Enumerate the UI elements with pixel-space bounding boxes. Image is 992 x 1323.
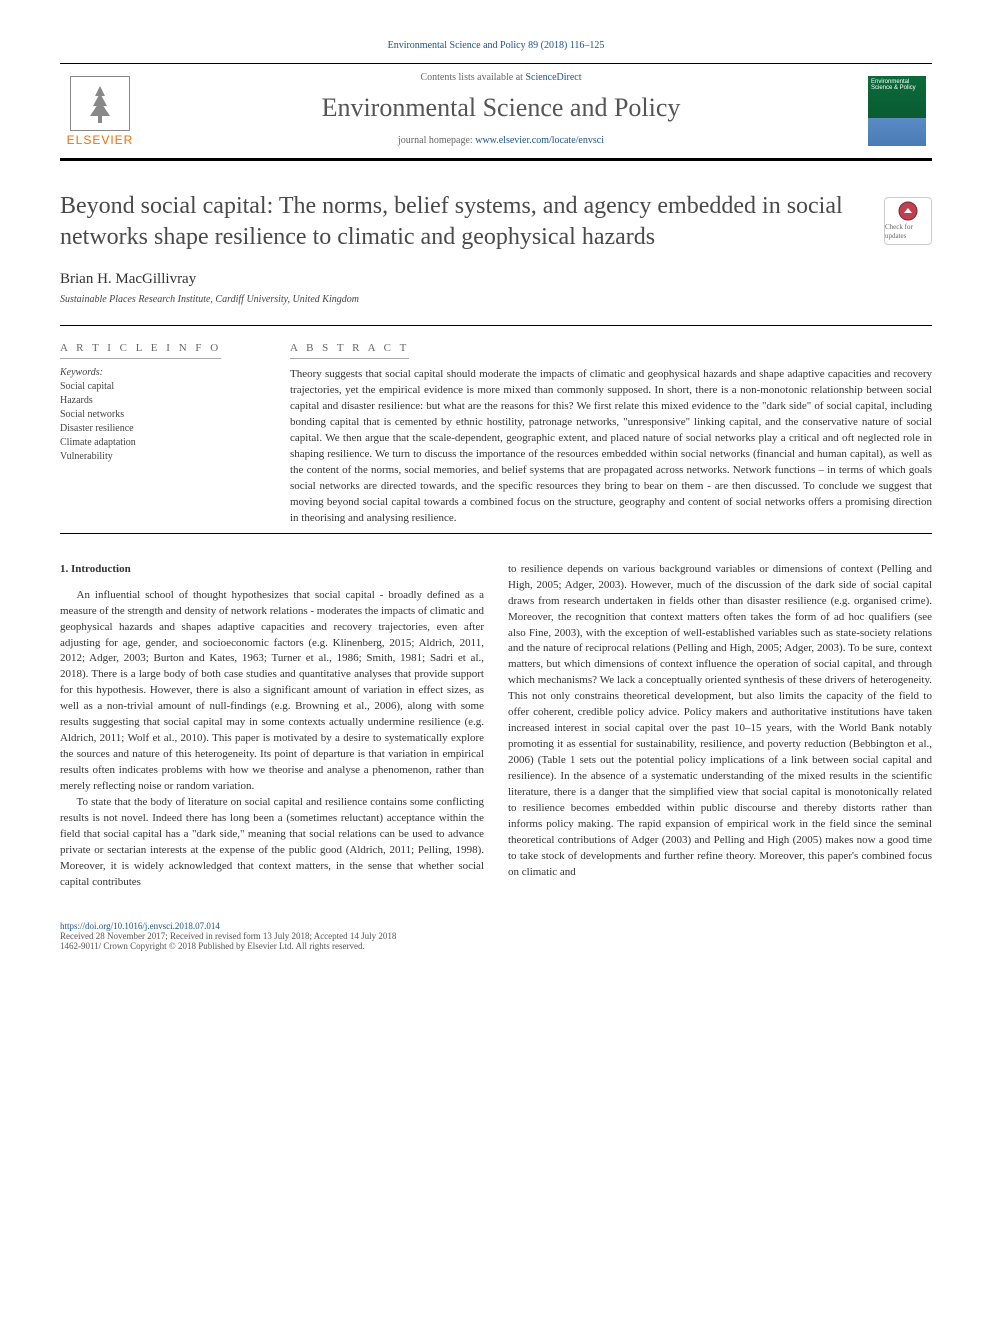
section-title: Introduction: [71, 563, 131, 575]
body-paragraph: To state that the body of literature on …: [60, 795, 484, 891]
body-column-right: to resilience depends on various backgro…: [508, 562, 932, 891]
keyword-item: Hazards: [60, 394, 260, 408]
author-affiliation: Sustainable Places Research Institute, C…: [60, 294, 932, 305]
journal-homepage-link[interactable]: www.elsevier.com/locate/envsci: [475, 135, 604, 146]
check-updates-icon: [898, 201, 918, 221]
footer-received: Received 28 November 2017; Received in r…: [60, 931, 932, 941]
page-footer: https://doi.org/10.1016/j.envsci.2018.07…: [60, 921, 932, 951]
check-updates-label: Check for updates: [885, 223, 931, 241]
journal-title: Environmental Science and Policy: [150, 93, 852, 123]
journal-header: ELSEVIER Contents lists available at Sci…: [60, 63, 932, 161]
article-title-text: Beyond social capital: The norms, belief…: [60, 193, 843, 250]
keyword-item: Disaster resilience: [60, 422, 260, 436]
keyword-item: Social networks: [60, 408, 260, 422]
elsevier-logo[interactable]: ELSEVIER: [60, 64, 140, 158]
section-heading: 1. Introduction: [60, 562, 484, 578]
contents-line: Contents lists available at ScienceDirec…: [150, 72, 852, 83]
section-number: 1.: [60, 563, 68, 575]
article-info-column: A R T I C L E I N F O Keywords: Social c…: [60, 342, 260, 526]
keyword-item: Social capital: [60, 380, 260, 394]
keyword-item: Vulnerability: [60, 450, 260, 464]
keywords-label: Keywords:: [60, 367, 260, 378]
section-divider: [60, 533, 932, 534]
elsevier-tree-icon: [70, 76, 130, 131]
author-name[interactable]: Brian H. MacGillivray: [60, 271, 932, 288]
body-paragraph: to resilience depends on various backgro…: [508, 562, 932, 881]
homepage-prefix: journal homepage:: [398, 135, 475, 146]
body-columns: 1. Introduction An influential school of…: [60, 562, 932, 891]
keyword-item: Climate adaptation: [60, 436, 260, 450]
abstract-heading: A B S T R A C T: [290, 342, 409, 359]
contents-prefix: Contents lists available at: [420, 72, 525, 83]
abstract-column: A B S T R A C T Theory suggests that soc…: [290, 342, 932, 526]
body-paragraph: An influential school of thought hypothe…: [60, 588, 484, 795]
sciencedirect-link[interactable]: ScienceDirect: [525, 72, 581, 83]
doi-link[interactable]: https://doi.org/10.1016/j.envsci.2018.07…: [60, 921, 932, 931]
article-title: Beyond social capital: The norms, belief…: [60, 191, 932, 253]
cover-graphic: Environmental Science & Policy: [868, 76, 926, 146]
check-updates-badge[interactable]: Check for updates: [884, 197, 932, 245]
journal-homepage: journal homepage: www.elsevier.com/locat…: [150, 135, 852, 146]
abstract-text: Theory suggests that social capital shou…: [290, 367, 932, 526]
journal-issue-link[interactable]: Environmental Science and Policy 89 (201…: [60, 40, 932, 51]
article-info-heading: A R T I C L E I N F O: [60, 342, 221, 359]
footer-copyright: 1462-9011/ Crown Copyright © 2018 Publis…: [60, 941, 932, 951]
body-column-left: 1. Introduction An influential school of…: [60, 562, 484, 891]
journal-cover[interactable]: Environmental Science & Policy: [862, 64, 932, 158]
elsevier-label: ELSEVIER: [67, 133, 134, 147]
